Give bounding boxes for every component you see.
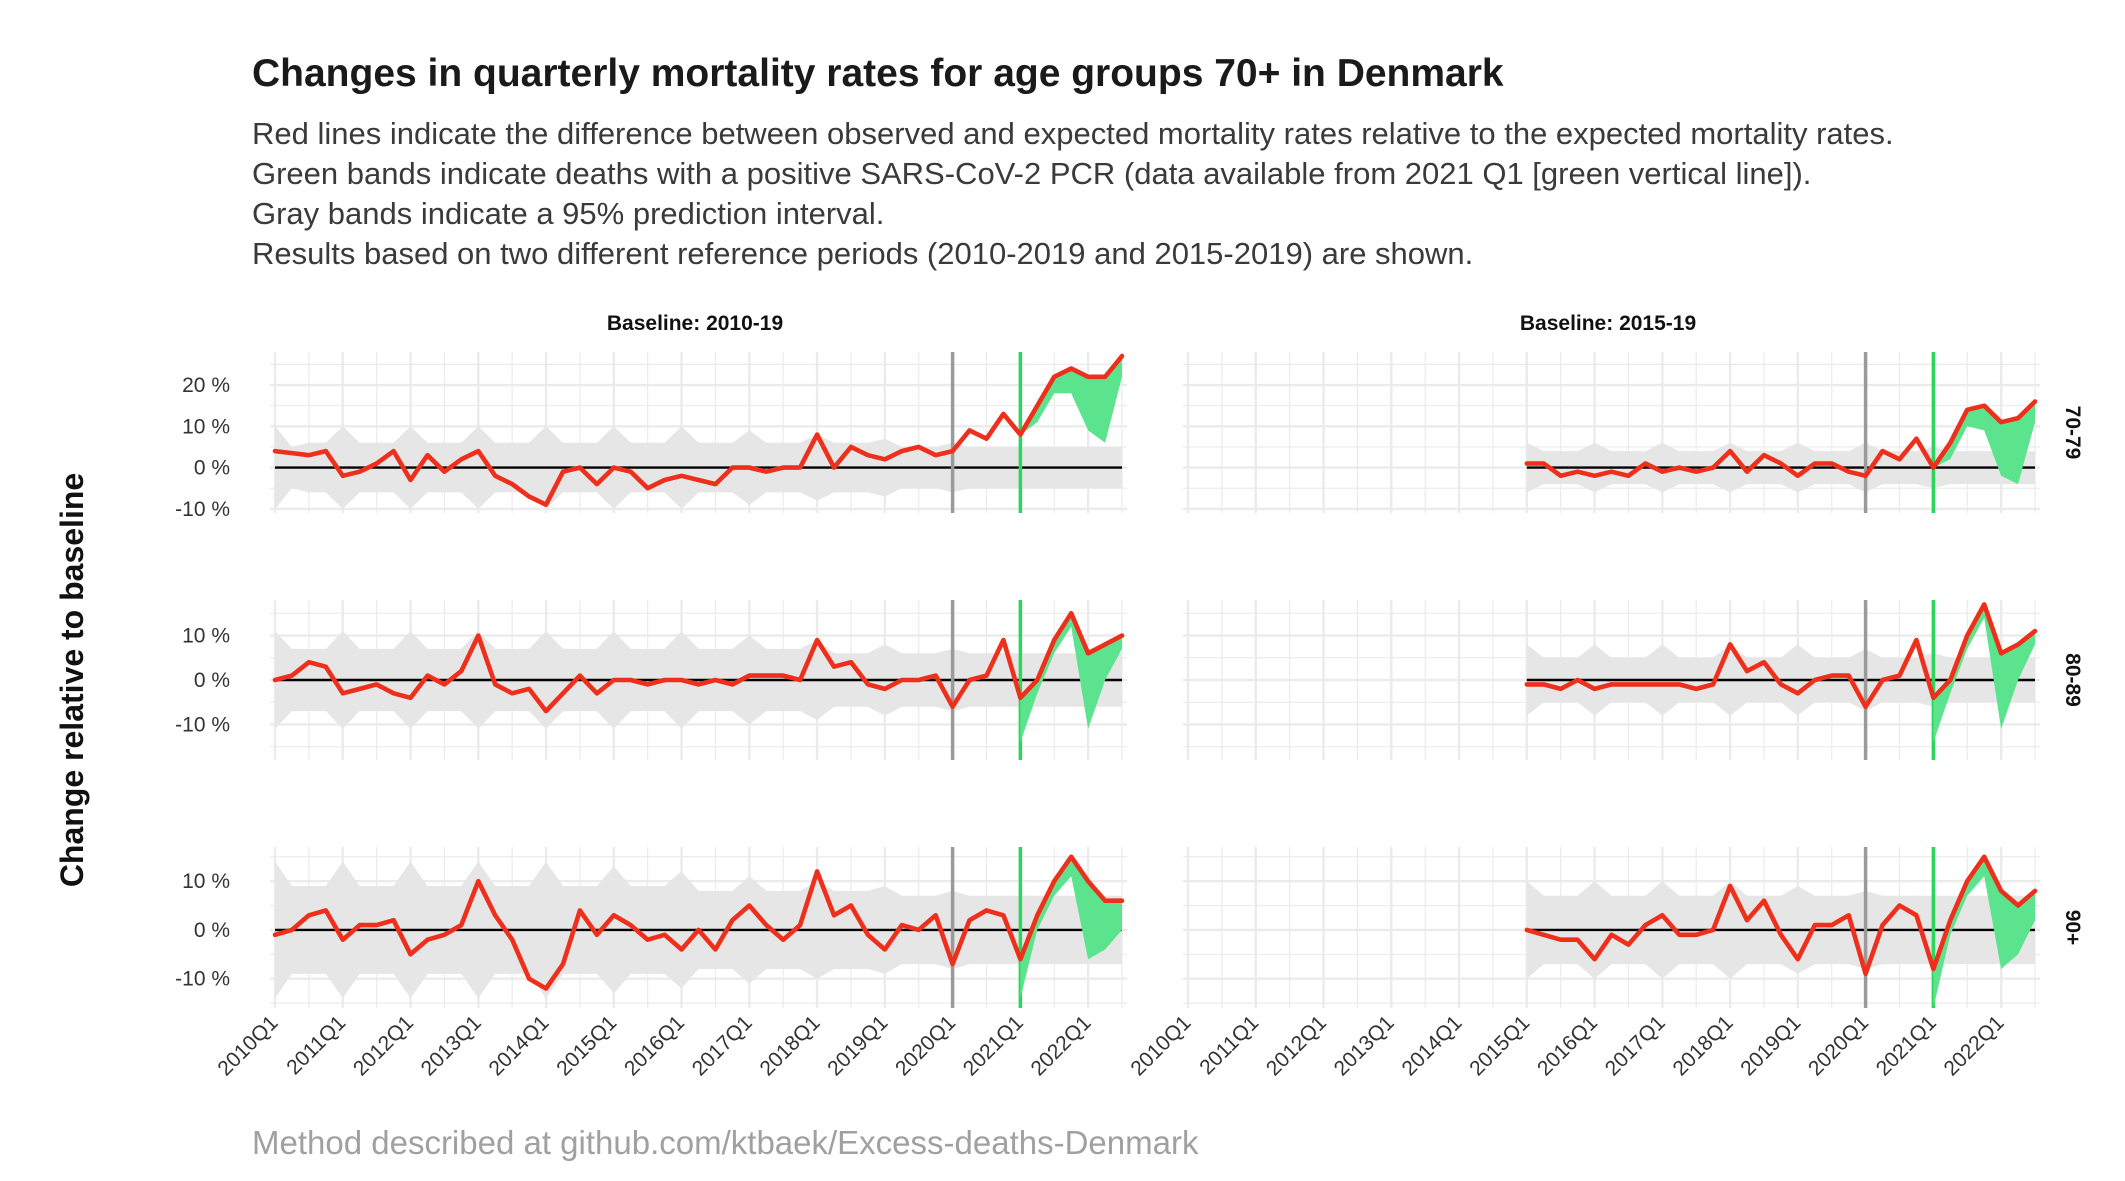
excess-mortality-line [272,854,1125,991]
x-tick-label: 2010Q1 [213,1011,282,1080]
x-tick-label: 2022Q1 [1940,1011,2009,1080]
facet-panels: -10 % 0 % 10 % 20 % 70-79 -10 % 0 % 10 % 80-89 -1… [175,352,2084,1080]
y-tick-label: 10 % [182,625,230,648]
x-tick-label: 2013Q1 [417,1011,486,1080]
x-tick-label: 2011Q1 [1195,1011,1263,1079]
excess-mortality-line [1524,854,2038,977]
y-axis-label: Change relative to baseline [54,473,90,887]
x-tick-label: 2014Q1 [484,1011,553,1080]
y-tick-label: 10 % [182,415,230,438]
excess-mortality-line [272,610,1125,714]
panel-90plus-2010-19: -10 % 0 % 10 % 2010Q1 2011Q12012Q12013Q12014… [175,847,1127,1080]
x-tick-label: 2012Q1 [349,1011,418,1080]
chart-subtitle: Red lines indicate the difference betwee… [252,114,1894,274]
y-tick-label: 20 % [182,374,230,397]
x-tick-label: 2022Q1 [1027,1011,1096,1080]
excess-mortality-line [272,353,1125,508]
y-tick-label: 0 % [194,669,230,692]
chart-title: Changes in quarterly mortality rates for… [252,52,1504,95]
excess-mortality-line [1524,602,2038,710]
y-tick-label: 0 % [194,457,230,480]
x-tick-label: 2018Q1 [1669,1011,1738,1080]
y-tick-label: -10 % [175,968,230,991]
y-tick-label: 10 % [182,870,230,893]
x-tick-label: 2013Q1 [1330,1011,1399,1080]
panel-90plus-2015-19: 90+2010Q1 2011Q12012Q12013Q12014Q12015Q12… [1126,847,2084,1080]
facet-row-strip: 90+ [2061,910,2084,946]
x-tick-label: 2021Q1 [1872,1011,1941,1080]
covid-pcr-band [1933,856,2035,1008]
subtitle-line-2: Green bands indicate deaths with a posit… [252,156,1812,191]
facet-column-strip-2: Baseline: 2015-19 [1520,312,1696,335]
x-tick-label: 2015Q1 [552,1011,621,1080]
x-tick-label: 2012Q1 [1262,1011,1331,1080]
subtitle-line-4: Results based on two different reference… [252,236,1474,271]
x-tick-label: 2020Q1 [1804,1011,1873,1080]
x-tick-label: 2021Q1 [959,1011,1028,1080]
x-tick-label: 2015Q1 [1465,1011,1534,1080]
y-tick-label: -10 % [175,498,230,521]
panel-80-89-2010-19: -10 % 0 % 10 % [175,600,1127,760]
y-tick-label: 0 % [194,919,230,942]
panel-70-79-2010-19: -10 % 0 % 10 % 20 % [175,352,1127,521]
y-tick-label: -10 % [175,713,230,736]
x-tick-label: 2018Q1 [756,1011,825,1080]
x-tick-label: 2020Q1 [891,1011,960,1080]
chart-caption: Method described at github.com/ktbaek/Ex… [252,1124,1199,1161]
x-tick-label: 2019Q1 [823,1011,892,1080]
facet-row-strip: 80-89 [2061,653,2084,707]
panel-80-89-2015-19: 80-89 [1183,600,2084,760]
subtitle-line-3: Gray bands indicate a 95% prediction int… [252,196,885,231]
subtitle-line-1: Red lines indicate the difference betwee… [252,116,1894,151]
x-tick-label: 2010Q1 [1126,1011,1195,1080]
x-tick-label: 2016Q1 [620,1011,689,1080]
excess-mortality-line [1524,399,2038,479]
x-tick-label: 2011Q1 [282,1011,350,1079]
facet-row-strip: 70-79 [2061,406,2084,460]
panel-70-79-2015-19: 70-79 [1183,352,2084,513]
x-tick-label: 2017Q1 [688,1011,757,1080]
x-tick-label: 2014Q1 [1397,1011,1466,1080]
x-tick-label: 2017Q1 [1601,1011,1670,1080]
x-tick-label: 2016Q1 [1533,1011,1602,1080]
facet-column-strip-1: Baseline: 2010-19 [607,312,783,335]
x-tick-label: 2019Q1 [1736,1011,1805,1080]
